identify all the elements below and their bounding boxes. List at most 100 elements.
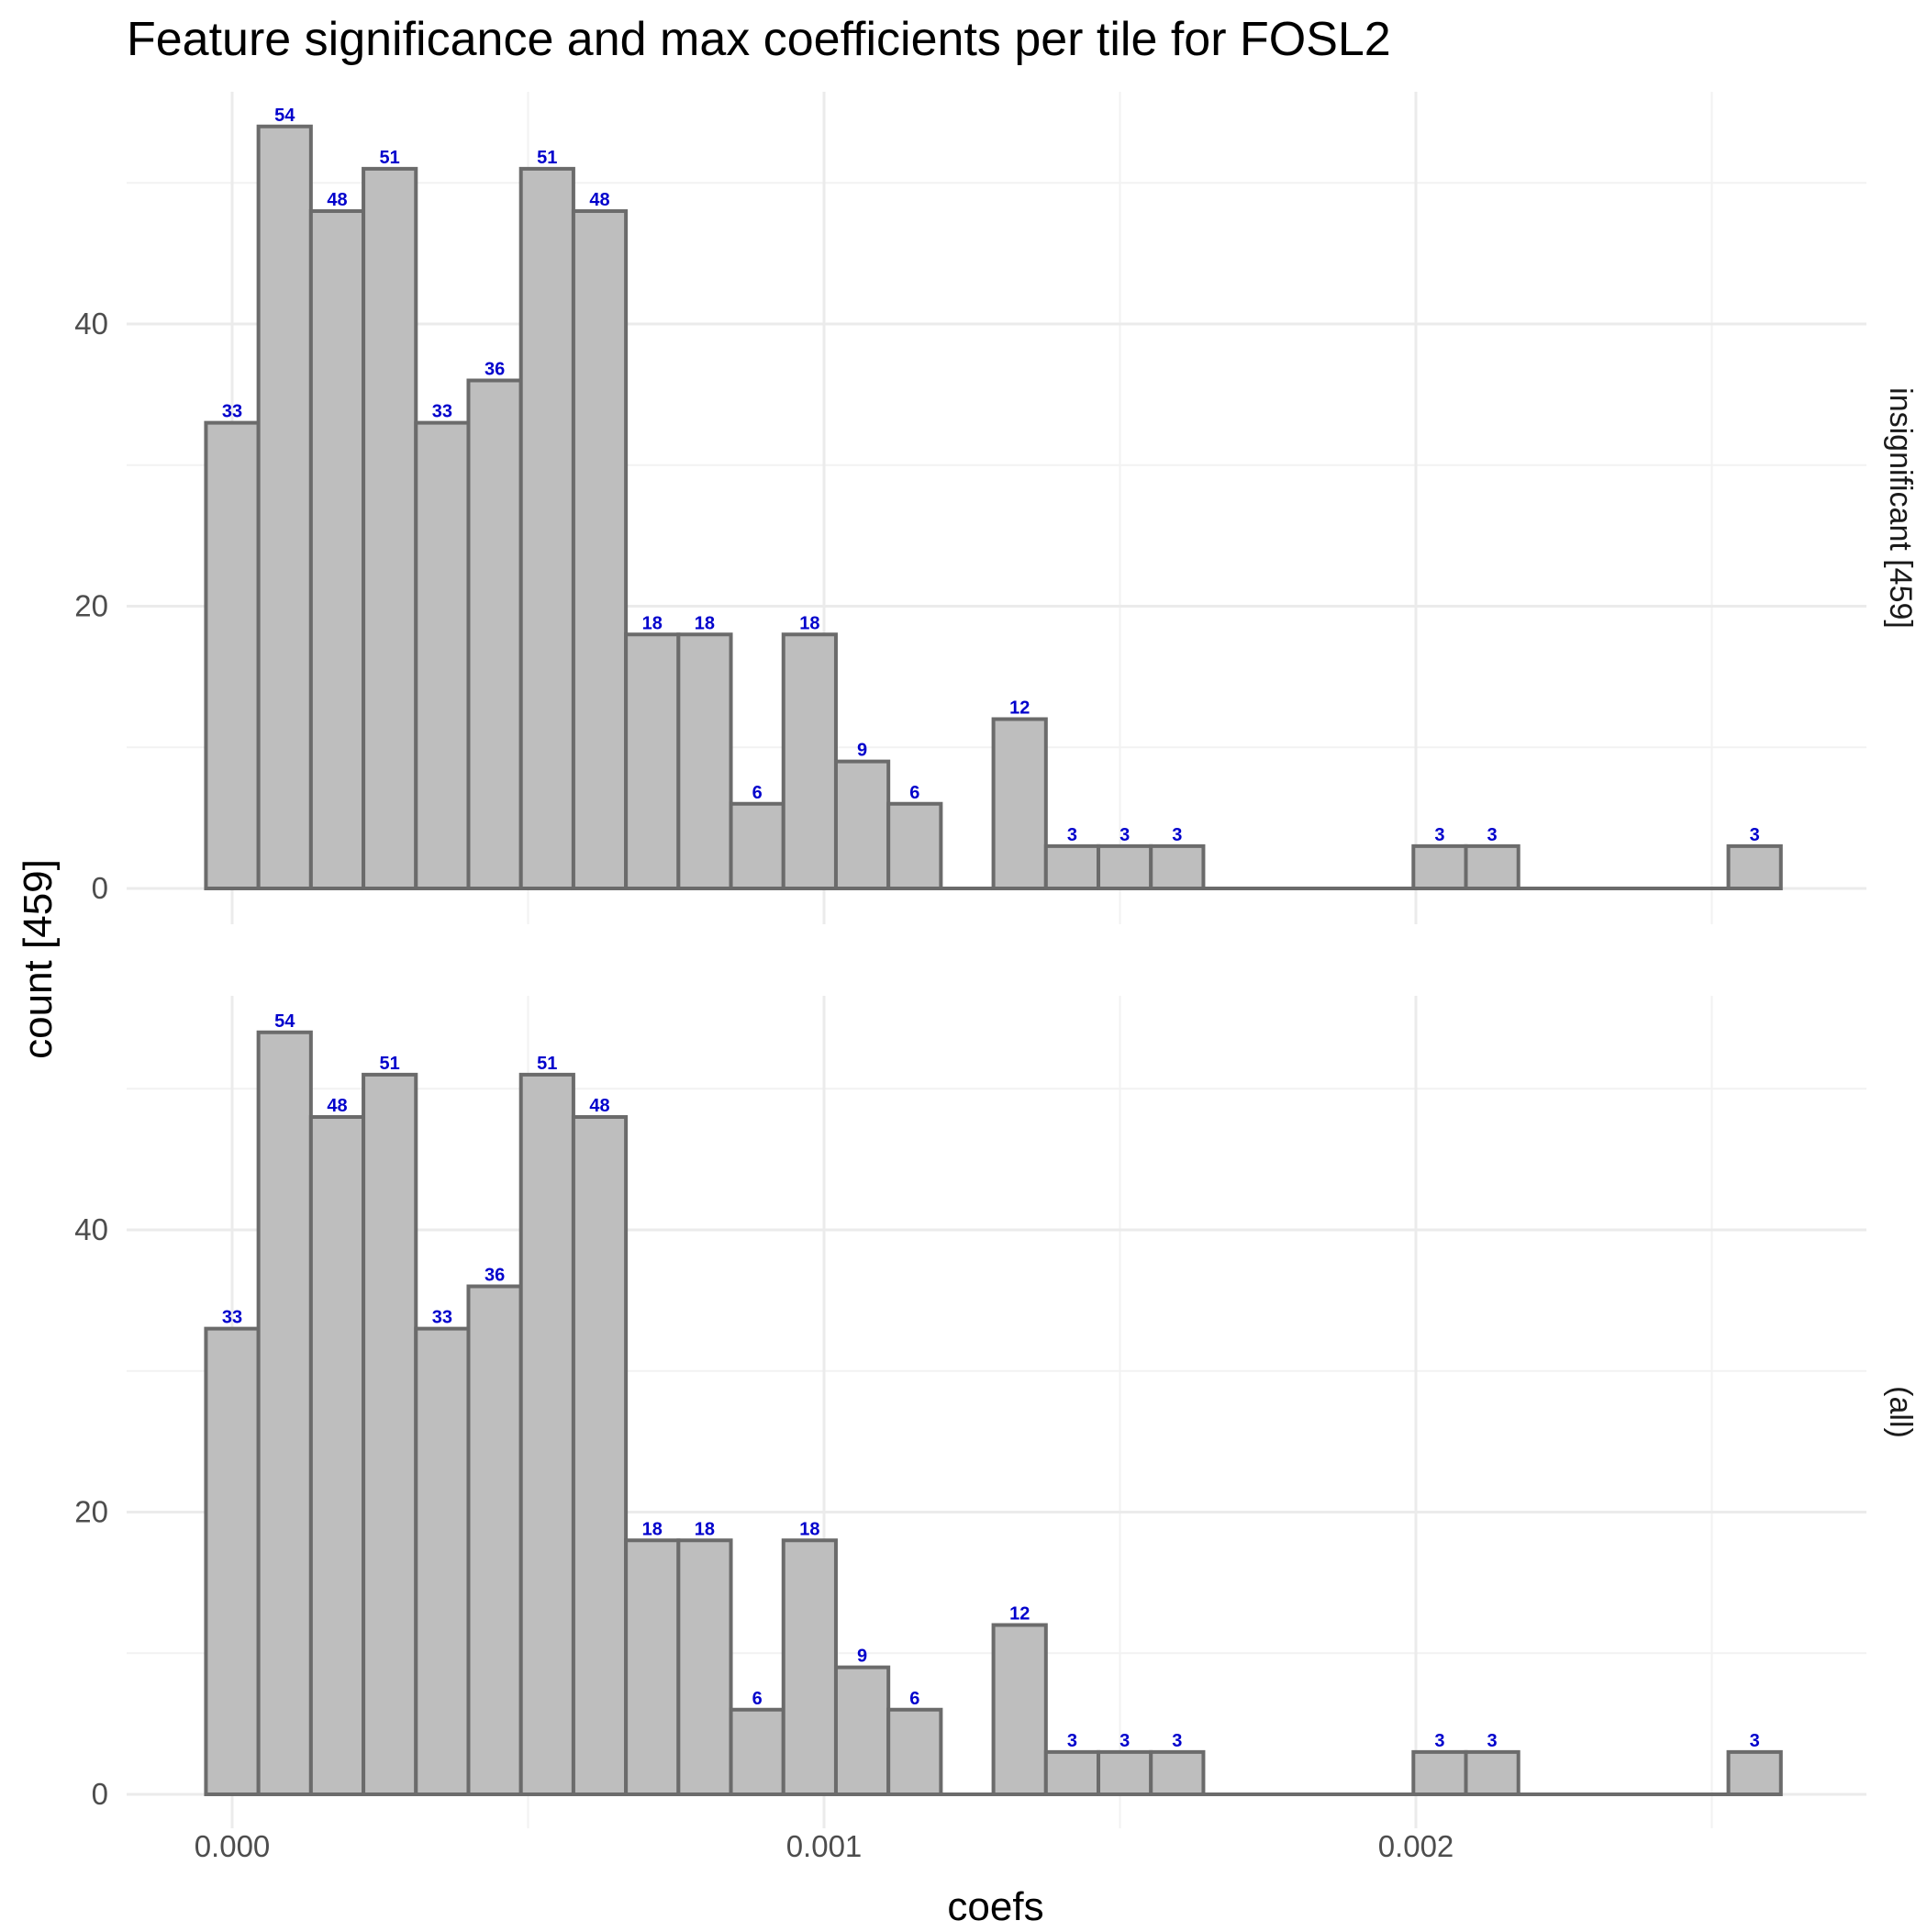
- bar-count-label: 48: [589, 190, 609, 210]
- histogram-bar: [1043, 843, 1101, 890]
- histogram-bar: [1411, 843, 1468, 890]
- bar-count-label: 33: [432, 402, 452, 422]
- histogram-bar: [256, 1030, 313, 1796]
- bar-count-label: 6: [752, 783, 763, 803]
- bar-count-label: 3: [1119, 825, 1130, 845]
- histogram-bar: [466, 1284, 523, 1796]
- y-tick-label: 0: [92, 1777, 108, 1811]
- x-tick-label: 0.002: [1378, 1829, 1454, 1863]
- bar-count-label: 18: [642, 613, 663, 633]
- histogram-bar: [1149, 1749, 1206, 1796]
- histogram-bar: [1149, 843, 1206, 890]
- histogram-bar: [991, 1623, 1048, 1796]
- histogram-bar: [362, 166, 418, 890]
- bar-count-label: 9: [857, 741, 867, 761]
- histogram-bar: [1464, 843, 1520, 890]
- histogram-bar: [414, 420, 471, 890]
- bar-count-label: 48: [327, 1096, 347, 1116]
- bar-count-label: 12: [1009, 698, 1030, 719]
- histogram-bar: [1411, 1749, 1468, 1796]
- bar-count-label: 6: [752, 1689, 763, 1709]
- bar-count-label: 54: [274, 106, 295, 126]
- bar-count-label: 3: [1067, 1731, 1077, 1751]
- x-tick-label: 0.001: [786, 1829, 863, 1863]
- histogram-bar: [362, 1072, 418, 1796]
- x-tick-label: 0.000: [195, 1829, 271, 1863]
- histogram-bar: [676, 632, 733, 890]
- histogram-bar: [1097, 843, 1153, 890]
- bar-count-label: 36: [485, 360, 505, 380]
- histogram-bar: [833, 759, 891, 890]
- bar-count-label: 6: [909, 783, 919, 803]
- bar-count-label: 6: [909, 1689, 919, 1709]
- histogram-bar: [1726, 1749, 1783, 1796]
- bar-count-label: 48: [327, 190, 347, 210]
- bar-count-label: 18: [695, 1519, 715, 1539]
- histogram-bar: [1726, 843, 1783, 890]
- histogram-bar: [466, 378, 523, 890]
- bar-count-label: 12: [1009, 1604, 1030, 1625]
- bar-count-label: 33: [222, 402, 242, 422]
- histogram-bar: [886, 1707, 943, 1796]
- histogram-bar: [1043, 1749, 1101, 1796]
- bar-count-label: 3: [1172, 825, 1182, 845]
- y-tick-label: 0: [92, 871, 108, 905]
- x-axis: 0.000 0.001 0.002: [195, 1829, 1454, 1863]
- bar-count-label: 51: [537, 148, 557, 168]
- y-tick-label: 20: [74, 1495, 108, 1529]
- histogram-bar: [781, 1538, 838, 1796]
- bar-count-label: 3: [1172, 1731, 1182, 1751]
- histogram-bar: [676, 1538, 733, 1796]
- histogram-bar: [414, 1326, 471, 1796]
- histogram-bar: [204, 1326, 261, 1796]
- bar-count-label: 3: [1487, 825, 1498, 845]
- y-tick-label: 40: [74, 307, 108, 341]
- histogram-bar: [781, 632, 838, 890]
- histogram-bar: [571, 209, 629, 890]
- histogram-bar: [729, 801, 785, 890]
- x-axis-title: coefs: [947, 1884, 1043, 1927]
- facet-strip-label: (all): [1883, 1386, 1918, 1438]
- histogram-bar: [518, 166, 575, 890]
- histogram-bar: [886, 801, 943, 890]
- facet-strip-label: insignificant [459]: [1883, 387, 1918, 629]
- y-tick-label: 40: [74, 1212, 108, 1246]
- bar-count-label: 3: [1434, 825, 1444, 845]
- bar-count-label: 54: [274, 1011, 295, 1032]
- bar-count-label: 9: [857, 1647, 867, 1667]
- bar-count-label: 3: [1119, 1731, 1130, 1751]
- bar-count-label: 51: [380, 1054, 400, 1074]
- chart-title: Feature significance and max coefficient…: [127, 13, 1391, 66]
- histogram-bar: [991, 717, 1048, 890]
- histogram-bar: [624, 1538, 681, 1796]
- bar-count-label: 3: [1750, 1731, 1760, 1751]
- bar-count-label: 51: [380, 148, 400, 168]
- bar-count-label: 3: [1487, 1731, 1498, 1751]
- histogram-bar: [308, 1115, 366, 1796]
- histogram-bar: [624, 632, 681, 890]
- bar-count-label: 48: [589, 1096, 609, 1116]
- histogram-bar: [256, 124, 313, 890]
- bar-count-label: 18: [642, 1519, 663, 1539]
- bar-count-label: 36: [485, 1266, 505, 1286]
- histogram-bar: [729, 1707, 785, 1796]
- bar-count-label: 18: [695, 613, 715, 633]
- bar-count-label: 33: [432, 1308, 452, 1328]
- bar-count-label: 3: [1067, 825, 1077, 845]
- histogram-bar: [1097, 1749, 1153, 1796]
- bar-count-label: 18: [799, 613, 819, 633]
- histogram-bar: [204, 420, 261, 890]
- bar-count-label: 51: [537, 1054, 557, 1074]
- histogram-bar: [518, 1072, 575, 1796]
- histogram-bar: [308, 209, 366, 890]
- bar-count-label: 33: [222, 1308, 242, 1328]
- bar-count-label: 3: [1434, 1731, 1444, 1751]
- y-axis-title: count [459]: [16, 859, 61, 1059]
- bar-count-label: 3: [1750, 825, 1760, 845]
- y-tick-label: 20: [74, 589, 108, 623]
